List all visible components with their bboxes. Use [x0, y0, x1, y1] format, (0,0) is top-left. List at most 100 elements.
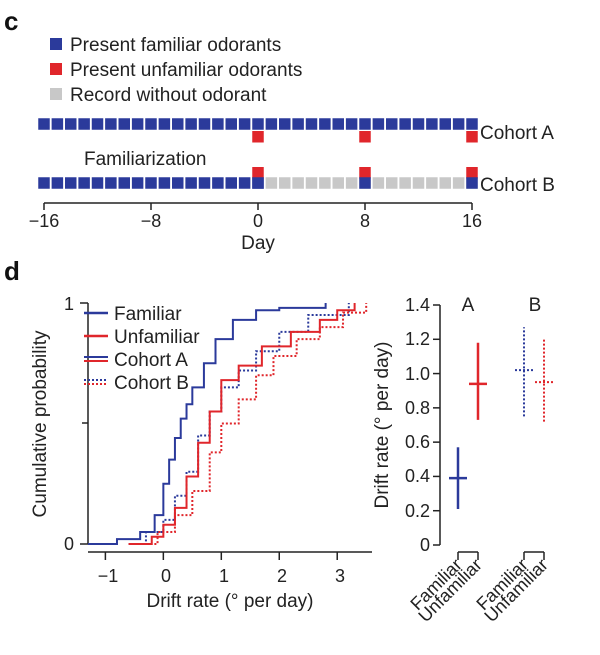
legend-familiar-odorants: Present familiar odorants: [70, 35, 281, 56]
legend-swatch-record: [50, 88, 62, 100]
cdf-x-tick-label: 0: [161, 566, 171, 586]
timeline-square: [345, 118, 358, 130]
group-label-b: B: [529, 295, 542, 316]
timeline-square: [145, 118, 157, 130]
timeline-square: [238, 118, 251, 130]
panel-c-letter: c: [4, 6, 18, 36]
timeline-square: [172, 177, 184, 189]
timeline-square: [145, 177, 157, 189]
timeline-square: [265, 118, 278, 130]
errorbar-y-tick-label: 1.0: [405, 364, 430, 384]
timeline-square: [372, 177, 385, 189]
timeline-square: [158, 118, 171, 130]
timeline-square: [439, 177, 451, 189]
timeline-square: [305, 177, 318, 189]
group-label-a: A: [462, 295, 475, 316]
errorbar-y-tick-label: 1.4: [405, 295, 430, 315]
cdf-x-tick-label: 3: [335, 566, 345, 586]
unfamiliar-marker: [466, 131, 478, 143]
timeline-square: [131, 118, 144, 130]
timeline-square: [359, 118, 371, 130]
timeline-ticks: [43, 203, 473, 210]
timeline-square: [265, 177, 278, 189]
cdf-x-axis-label: Drift rate (° per day): [146, 591, 313, 612]
timeline-square: [399, 177, 411, 189]
timeline-square: [51, 177, 64, 189]
timeline-square: [386, 118, 398, 130]
legend-swatch-unfamiliar: [50, 63, 62, 75]
errorbar-y-tick-label: 0.8: [405, 398, 430, 418]
timeline-square: [131, 177, 144, 189]
unfamiliar-marker: [252, 167, 264, 179]
unfamiliar-marker: [466, 167, 478, 179]
timeline-square: [279, 177, 291, 189]
timeline-square: [185, 118, 197, 130]
errorbar-y-tick-label: 0: [420, 535, 430, 555]
cdf-y-tick-label: 0: [64, 534, 74, 554]
timeline-square: [252, 177, 264, 189]
cohort-a-label: Cohort A: [480, 123, 554, 144]
cdf-x-tick-label: −1: [98, 566, 119, 586]
cdf-lines: [88, 303, 368, 545]
legend-cohort-b: Cohort B: [114, 373, 189, 394]
cdf-line-unfamiliar-cohort-b: [134, 303, 368, 545]
cdf-y-tick-label: 1: [64, 294, 74, 314]
errorbar-y-tick-label: 0.6: [405, 432, 430, 452]
x-tick-label: −8: [141, 211, 162, 231]
legend-record-without-odorant: Record without odorant: [70, 85, 267, 106]
timeline-square: [198, 118, 211, 130]
errorbar-y-axis-label: Drift rate (° per day): [372, 341, 393, 508]
timeline-square: [105, 118, 117, 130]
panel-d-letter: d: [4, 256, 20, 286]
timeline-square: [118, 118, 130, 130]
legend-familiar: Familiar: [114, 304, 182, 325]
timeline-square: [412, 118, 425, 130]
legend-unfamiliar: Unfamiliar: [114, 327, 200, 348]
timeline-square: [305, 118, 318, 130]
timeline-square: [359, 177, 371, 189]
timeline-square: [426, 177, 438, 189]
timeline-square: [105, 177, 117, 189]
cohort-a-timeline: [38, 118, 478, 143]
timeline-square: [118, 177, 130, 189]
timeline-square: [252, 118, 264, 130]
x-tick-label: 8: [360, 211, 370, 231]
timeline-square: [38, 118, 50, 130]
unfamiliar-marker: [359, 131, 371, 143]
timeline-square: [185, 177, 197, 189]
timeline-square: [386, 177, 398, 189]
timeline-square: [345, 177, 358, 189]
errorbar-y-tick-label: 0.2: [405, 501, 430, 521]
timeline-square: [372, 118, 385, 130]
timeline-square: [292, 118, 304, 130]
unfamiliar-marker: [359, 167, 371, 179]
timeline-square: [399, 118, 411, 130]
timeline-square: [332, 118, 344, 130]
timeline-square: [78, 177, 90, 189]
timeline-square: [212, 177, 224, 189]
errorbar-y-ticks: [433, 304, 440, 546]
timeline-square: [412, 177, 425, 189]
unfamiliar-marker: [252, 131, 264, 143]
timeline-square: [292, 177, 304, 189]
cdf-x-ticks: [104, 552, 338, 560]
timeline-square: [452, 118, 465, 130]
timeline-x-axis-label: Day: [241, 233, 275, 254]
familiarization-label: Familiarization: [84, 149, 206, 170]
cdf-x-tick-label: 1: [219, 566, 229, 586]
x-tick-label: −16: [29, 211, 60, 231]
timeline-square: [466, 177, 478, 189]
cdf-line-unfamiliar-cohort-a: [128, 303, 356, 545]
errorbar-y-tick-label: 1.2: [405, 329, 430, 349]
cdf-line-familiar-cohort-a: [88, 303, 327, 545]
timeline-square: [78, 118, 90, 130]
cohort-b-label: Cohort B: [480, 175, 555, 196]
timeline-square: [65, 118, 77, 130]
x-tick-label: 16: [462, 211, 482, 231]
legend-swatch-familiar: [50, 38, 62, 50]
timeline-square: [279, 118, 291, 130]
timeline-square: [172, 118, 184, 130]
timeline-square: [91, 177, 104, 189]
timeline-square: [439, 118, 451, 130]
